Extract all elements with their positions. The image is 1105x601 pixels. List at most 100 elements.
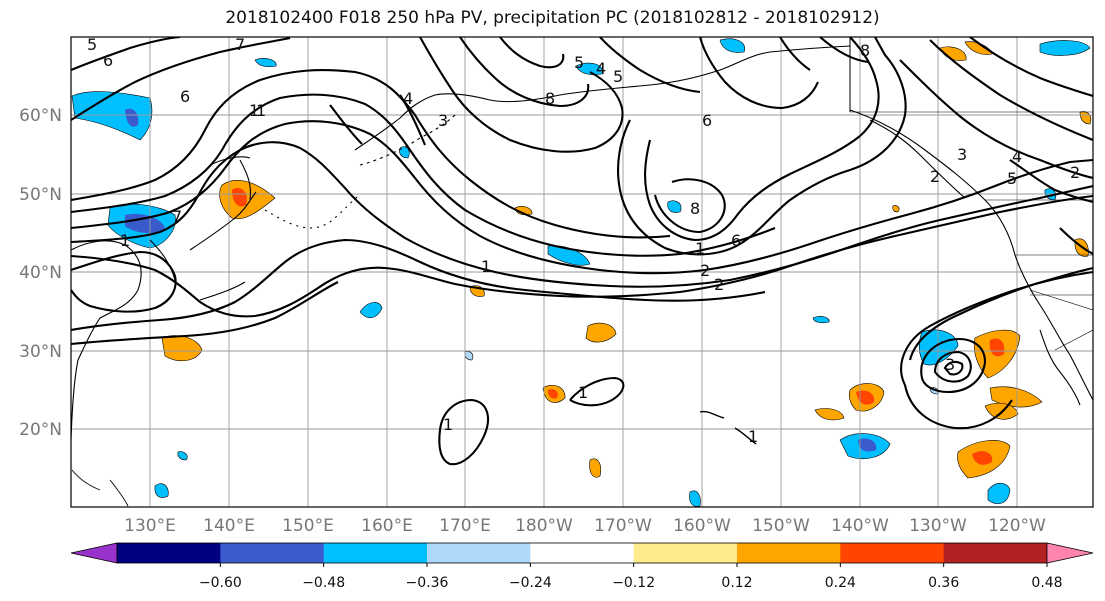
pv-contour xyxy=(1059,227,1093,255)
coastline-alaska xyxy=(354,45,851,151)
pv-contour xyxy=(71,238,766,332)
lon-label: 150°W xyxy=(752,516,810,536)
precip-blob xyxy=(892,205,900,213)
pv-contour xyxy=(71,250,177,313)
lon-label: 120°W xyxy=(988,516,1046,536)
colorbar-tick-label: −0.12 xyxy=(612,575,655,591)
contour-label: 4 xyxy=(1012,147,1022,166)
contour-label: 6 xyxy=(702,111,712,130)
precip-blob xyxy=(359,302,383,319)
lon-label: 130°W xyxy=(909,516,967,536)
colorbar-cell xyxy=(220,543,325,563)
graticule xyxy=(71,37,1093,507)
lat-axis: 60°N 50°N 40°N 30°N 20°N xyxy=(19,106,62,440)
pv-contour xyxy=(438,398,489,466)
pv-contour xyxy=(900,270,1093,430)
colorbar: −0.60 −0.48 −0.36 −0.24 −0.12 0.12 0.24 0.36 0.4… xyxy=(70,542,1094,591)
lon-axis: 130°E 140°E 150°E 160°E 170°E 180°W 170°… xyxy=(124,516,1046,536)
contour-label: 1 xyxy=(249,101,259,120)
pv-contour xyxy=(929,39,1093,141)
colorbar-tick-label: −0.36 xyxy=(406,575,449,591)
lon-label: 170°W xyxy=(594,516,652,536)
colorbar-cell xyxy=(530,543,635,563)
lat-label: 50°N xyxy=(19,185,62,205)
pv-contour xyxy=(71,120,1093,275)
contour-label: 2 xyxy=(1070,163,1080,182)
precip-blob xyxy=(689,490,701,507)
contour-label: 1 xyxy=(481,257,491,276)
coastline-north-america xyxy=(849,109,1093,401)
pv-contours xyxy=(71,37,1093,466)
precip-blob xyxy=(719,38,746,53)
pv-contour xyxy=(459,37,590,108)
contour-label: 4 xyxy=(403,89,413,108)
precip-blob xyxy=(1079,111,1092,125)
contour-label: 2 xyxy=(714,275,724,294)
coastlines xyxy=(71,37,1093,507)
lon-label: 170°E xyxy=(439,516,491,536)
precip-blob xyxy=(232,187,247,207)
lon-label: 150°E xyxy=(282,516,334,536)
contour-label: 8 xyxy=(690,199,700,218)
contour-label: 6 xyxy=(180,87,190,106)
pv-contour xyxy=(908,266,1093,361)
precip-blob xyxy=(856,390,875,405)
pv-contour xyxy=(617,37,907,256)
colorbar-tick-label: −0.24 xyxy=(509,575,552,591)
precip-blob xyxy=(667,200,682,213)
pv-contour xyxy=(419,37,624,153)
pv-contour xyxy=(569,376,625,407)
contour-label: 6 xyxy=(103,51,113,70)
colorbar-tick-label: 0.48 xyxy=(1031,575,1062,591)
coastline-korea-japan xyxy=(149,191,257,301)
map-title: 2018102400 F018 250 hPa PV, precipitatio… xyxy=(225,8,880,28)
lat-label: 40°N xyxy=(19,263,62,283)
contour-label: 2 xyxy=(930,167,940,186)
contour-label: 7 xyxy=(172,207,182,226)
contour-labels: 5 6 7 6 1 3 4 5 5 4 8 6 8 1 2 2 1 6 8 1 … xyxy=(87,35,1080,446)
contour-label: 3 xyxy=(438,111,448,130)
pv-contour xyxy=(71,194,1093,318)
colorbar-cells xyxy=(116,542,1048,564)
coastline-asia xyxy=(71,240,142,441)
pv-contour xyxy=(1009,159,1093,204)
precip-blob xyxy=(125,108,139,127)
precip-blob xyxy=(177,451,188,461)
lon-label: 160°E xyxy=(361,516,413,536)
colorbar-extend-high xyxy=(1046,542,1094,564)
lat-label: 20°N xyxy=(19,420,62,440)
precip-blob xyxy=(918,329,959,366)
contour-label: 5 xyxy=(87,35,97,54)
precip-blob xyxy=(589,458,601,478)
colorbar-cell xyxy=(840,543,945,563)
contour-label: 3 xyxy=(957,145,967,164)
precip-blob xyxy=(548,389,558,399)
colorbar-cell xyxy=(737,543,841,563)
precip-blob xyxy=(219,180,276,220)
pv-contour xyxy=(644,37,880,242)
pv-contour xyxy=(329,94,426,146)
contour-label: 5 xyxy=(574,53,584,72)
pv-contour xyxy=(71,69,671,239)
coastline-kurils xyxy=(264,194,361,229)
precip-blob xyxy=(1039,40,1091,56)
contour-label: 1 xyxy=(748,427,758,446)
pv-contour xyxy=(779,37,869,71)
contour-label: 1 xyxy=(120,231,130,250)
lon-label: 130°E xyxy=(124,516,176,536)
colorbar-cell xyxy=(633,543,738,563)
pv-contour xyxy=(599,37,701,94)
contour-label: 3 xyxy=(945,355,955,374)
contour-label: 4 xyxy=(596,59,606,78)
lat-label: 30°N xyxy=(19,342,62,362)
precip-blob xyxy=(125,214,165,234)
precip-blob xyxy=(987,482,1011,504)
colorbar-tick-label: 0.36 xyxy=(928,575,959,591)
contour-label: 5 xyxy=(1007,169,1017,188)
precip-blob xyxy=(858,438,877,452)
pv-contour xyxy=(71,93,776,257)
lon-label: 180°W xyxy=(515,516,573,536)
precip-blob xyxy=(989,338,1005,357)
contour-label: 1 xyxy=(578,383,588,402)
